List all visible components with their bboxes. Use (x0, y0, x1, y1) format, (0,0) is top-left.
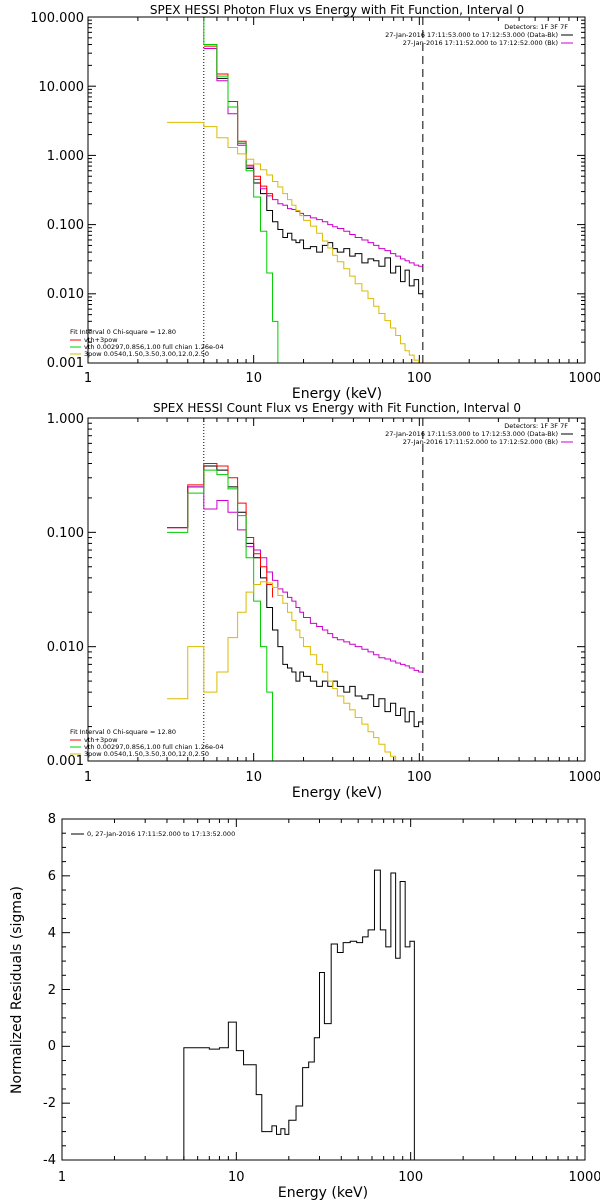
panel2-x-tick-label: 1000 (568, 770, 600, 785)
panel2-y-tick-label: 0.001 (47, 754, 84, 769)
panel2-x-tick-label: 100 (407, 770, 432, 785)
panel3-y-tick-label: 2 (48, 983, 56, 998)
panel1-x-tick-label: 1000 (568, 371, 600, 386)
panel1-x-axis-label: Energy (keV) (292, 386, 382, 402)
series-line-3 (167, 17, 279, 363)
panel1-y-tick-label: 0.100 (47, 218, 84, 233)
series-line-0 (183, 869, 415, 1160)
panel1-title: SPEX HESSI Photon Flux vs Energy with Fi… (150, 3, 524, 17)
panel3-y-tick-label: 4 (48, 926, 56, 941)
series-line-4 (167, 121, 423, 363)
panel1-plot (87, 17, 585, 364)
series-line-2 (167, 463, 274, 598)
panel1-fit-entry: 3pow 0.0540,1.50,3.50,3.00,12.0,2.50 (84, 350, 209, 358)
panel2-fit-header: Fit Interval 0 Chi-square = 12.80 (70, 728, 176, 736)
panel1-x-tick-labels: 1 10 100 1000 (84, 371, 600, 386)
panel2-legend-entry: 27-Jan-2016 17:11:53.000 to 17:12:53.000… (385, 430, 558, 438)
panel3-legend: 0, 27-Jan-2016 17:11:52.000 to 17:13:52.… (71, 830, 235, 838)
panel3-y-tick-labels: -4 -2 0 2 4 6 8 (43, 812, 56, 1168)
panel3-x-tick-label: 100 (398, 1170, 423, 1185)
panel2-legend-entry: 27-Jan-2016 17:11:52.000 to 17:12:52.000… (403, 438, 558, 446)
panel1-legend-bottom-left: Fit Interval 0 Chi-square = 12.80 vth+3p… (70, 328, 224, 358)
panel2-y-tick-labels: 0.001 0.010 0.100 1.000 (47, 412, 84, 769)
panel3-x-tick-label: 10 (228, 1170, 245, 1185)
series-line-1 (203, 48, 423, 267)
panel3-x-tick-labels: 1 10 100 1000 (58, 1170, 600, 1185)
panel3-x-axis-label: Energy (keV) (278, 1185, 368, 1200)
panel1-y-tick-label: 100.000 (30, 11, 84, 26)
panel1-legend-entry: 27-Jan-2016 17:11:52.000 to 17:12:52.000… (403, 39, 558, 47)
panel1-y-tick-labels: 0.001 0.010 0.100 1.000 10.000 100.000 (30, 11, 84, 371)
x-axis-ticks (61, 819, 578, 1160)
series-line-2 (203, 45, 274, 199)
panel2-y-tick-label: 0.010 (47, 640, 84, 655)
panel1-fit-header: Fit Interval 0 Chi-square = 12.80 (70, 328, 176, 336)
panel2-title: SPEX HESSI Count Flux vs Energy with Fit… (153, 401, 521, 415)
x-axis-ticks (87, 418, 578, 761)
panel3-frame (61, 818, 586, 1161)
y-axis-ticks (88, 19, 585, 364)
panel2-y-tick-label: 1.000 (47, 412, 84, 427)
panel3-x-tick-label: 1 (58, 1170, 66, 1185)
panel1-x-tick-label: 1 (84, 371, 92, 386)
panel2-x-axis-label: Energy (keV) (292, 785, 382, 801)
panel2-legend-bottom-left: Fit Interval 0 Chi-square = 12.80 vth+3p… (70, 728, 224, 758)
panel2-y-tick-label: 0.100 (47, 526, 84, 541)
panel3-y-tick-label: 0 (48, 1039, 56, 1054)
panel1-y-tick-label: 0.001 (47, 356, 84, 371)
x-axis-ticks (87, 17, 578, 363)
series-line-4 (167, 581, 423, 761)
panel1-legend-entry: 27-Jan-2016 17:11:53.000 to 17:12:53.000… (385, 31, 558, 39)
panel3-y-tick-label: 8 (48, 812, 56, 827)
panel1-frame (87, 16, 586, 364)
panel1-legend-top-right: Detectors: 1F 3F 7F 27-Jan-2016 17:11:53… (385, 23, 573, 47)
series-line-3 (167, 469, 274, 761)
panel3-legend-entry: 0, 27-Jan-2016 17:11:52.000 to 17:13:52.… (87, 830, 235, 838)
panel3-x-tick-label: 1000 (568, 1170, 600, 1185)
panel1-x-tick-label: 10 (245, 371, 262, 386)
panel2-x-tick-labels: 1 10 100 1000 (84, 770, 600, 785)
count-flux-panel: SPEX HESSI Count Flux vs Energy with Fit… (47, 401, 600, 801)
panel1-y-tick-label: 1.000 (47, 149, 84, 164)
residuals-panel: 1 10 100 1000 -4 -2 0 2 4 6 8 Energy (ke… (9, 812, 600, 1200)
panel3-plot (61, 818, 585, 1161)
panel2-fit-entry: 3pow 0.0540,1.50,3.50,3.00,12.0,2.50 (84, 750, 209, 758)
panel2-fit-entry: vth 0.00297,0.856,1.00 full chian 1.26e-… (84, 743, 224, 751)
panel2-detectors-label: Detectors: 1F 3F 7F (504, 422, 568, 430)
panel1-fit-entry: vth+3pow (84, 336, 118, 344)
panel1-y-tick-label: 0.010 (47, 287, 84, 302)
panel1-x-tick-label: 100 (407, 371, 432, 386)
panel3-y-axis-label: Normalized Residuals (sigma) (9, 886, 25, 1094)
panel3-y-tick-label: 6 (48, 869, 56, 884)
panel2-x-tick-label: 10 (245, 770, 262, 785)
y-axis-ticks (62, 818, 585, 1161)
panel3-y-tick-label: -4 (43, 1153, 56, 1168)
panel2-plot (87, 418, 585, 762)
series-line-0 (167, 465, 423, 728)
panel2-frame (87, 417, 586, 762)
panel2-fit-entry: vth+3pow (84, 736, 118, 744)
panel2-legend-top-right: Detectors: 1F 3F 7F 27-Jan-2016 17:11:53… (385, 422, 573, 446)
panel2-x-tick-label: 1 (84, 770, 92, 785)
series-line-1 (167, 486, 423, 673)
panel3-y-tick-label: -2 (43, 1096, 56, 1111)
panel1-y-tick-label: 10.000 (39, 80, 85, 95)
panel1-detectors-label: Detectors: 1F 3F 7F (504, 23, 568, 31)
photon-flux-panel: SPEX HESSI Photon Flux vs Energy with Fi… (30, 3, 600, 402)
panel1-fit-entry: vth 0.00297,0.856,1.00 full chian 1.26e-… (84, 343, 224, 351)
y-axis-ticks (88, 422, 585, 762)
series-line-0 (203, 48, 423, 295)
